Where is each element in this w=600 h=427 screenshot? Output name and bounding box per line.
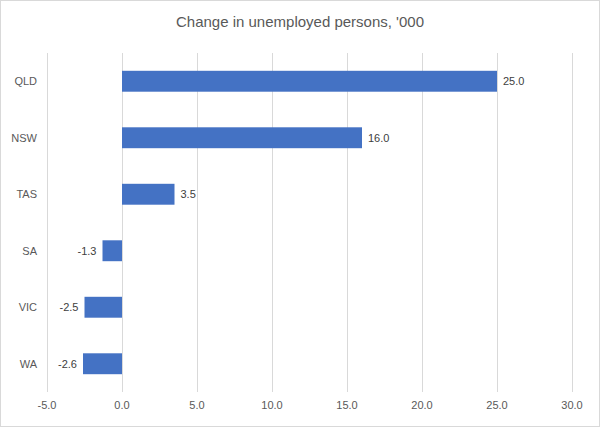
grid-line — [422, 53, 423, 392]
tick-label: 10.0 — [261, 399, 282, 411]
grid-line — [47, 53, 48, 392]
data-label: 16.0 — [368, 132, 389, 144]
category-label: SA — [22, 245, 37, 257]
chart-title: Change in unemployed persons, '000 — [176, 13, 424, 30]
bar — [85, 297, 123, 318]
tick-label: 20.0 — [411, 399, 432, 411]
bar — [122, 71, 497, 92]
bar — [83, 353, 122, 374]
grid-line — [197, 53, 198, 392]
data-label: -2.6 — [58, 358, 77, 370]
grid-line — [122, 53, 123, 392]
bar — [103, 240, 123, 261]
grid-line — [572, 53, 573, 392]
grid-line — [347, 53, 348, 392]
data-label: -1.3 — [78, 245, 97, 257]
tick-label: 0.0 — [114, 399, 129, 411]
chart-border — [1, 1, 600, 427]
grid-line — [272, 53, 273, 392]
tick-label: -5.0 — [38, 399, 57, 411]
category-label: VIC — [19, 301, 37, 313]
category-label: NSW — [11, 132, 37, 144]
grid-line — [497, 53, 498, 392]
data-label: -2.5 — [60, 301, 79, 313]
data-label: 25.0 — [503, 75, 524, 87]
category-label: QLD — [14, 75, 37, 87]
bar — [122, 184, 175, 205]
category-label: TAS — [16, 188, 37, 200]
tick-label: 30.0 — [561, 399, 582, 411]
bar — [122, 127, 362, 148]
tick-label: 5.0 — [189, 399, 204, 411]
category-label: WA — [20, 358, 38, 370]
tick-label: 15.0 — [336, 399, 357, 411]
bars — [83, 71, 497, 374]
tick-label: 25.0 — [486, 399, 507, 411]
chart: Change in unemployed persons, '000 -5.0 0.… — [0, 0, 600, 427]
data-label: 3.5 — [181, 188, 196, 200]
